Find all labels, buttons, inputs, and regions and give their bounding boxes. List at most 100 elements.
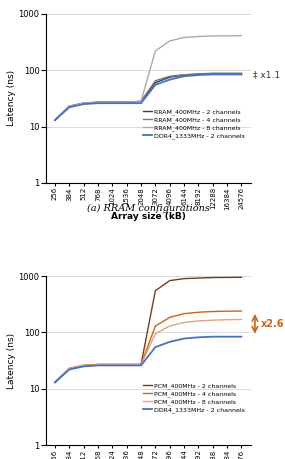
PCM_400MHz - 2 channels [125,362,128,367]
DDR4_1333MHz - 2 channels [154,344,157,350]
PCM_400MHz - 2 channels [211,275,215,280]
DDR4_1333MHz - 2 channels [53,380,57,385]
PCM_400MHz - 8 channels [182,320,186,325]
DDR4_1333MHz - 2 channels [225,72,229,77]
DDR4_1333MHz - 2 channels [197,72,200,78]
DDR4_1333MHz - 2 channels [53,118,57,123]
DDR4_1333MHz - 2 channels [197,335,200,340]
RRAM_400MHz - 8 channels [211,33,215,39]
DDR4_1333MHz - 2 channels [240,72,243,77]
RRAM_400MHz - 2 channels [125,100,128,105]
DDR4_1333MHz - 2 channels [139,363,143,368]
PCM_400MHz - 8 channels [96,362,100,367]
PCM_400MHz - 8 channels [111,362,114,367]
RRAM_400MHz - 4 channels [225,71,229,76]
RRAM_400MHz - 8 channels [125,100,128,105]
RRAM_400MHz - 2 channels [240,71,243,76]
RRAM_400MHz - 2 channels [211,71,215,76]
RRAM_400MHz - 4 channels [96,100,100,105]
DDR4_1333MHz - 2 channels [240,334,243,340]
X-axis label: Array size (kB): Array size (kB) [111,213,186,221]
DDR4_1333MHz - 2 channels [111,363,114,368]
RRAM_400MHz - 2 channels [82,101,85,106]
PCM_400MHz - 4 channels [168,314,172,320]
DDR4_1333MHz - 2 channels [96,101,100,106]
RRAM_400MHz - 2 channels [96,100,100,105]
RRAM_400MHz - 4 channels [111,100,114,105]
DDR4_1333MHz - 2 channels [125,101,128,106]
Text: (a) RRAM configurations: (a) RRAM configurations [87,204,210,213]
Legend: PCM_400MHz - 2 channels, PCM_400MHz - 4 channels, PCM_400MHz - 8 channels, DDR4_: PCM_400MHz - 2 channels, PCM_400MHz - 4 … [141,381,248,415]
Legend: RRAM_400MHz - 2 channels, RRAM_400MHz - 4 channels, RRAM_400MHz - 8 channels, DD: RRAM_400MHz - 2 channels, RRAM_400MHz - … [141,106,248,141]
DDR4_1333MHz - 2 channels [168,77,172,82]
RRAM_400MHz - 2 channels [111,100,114,105]
RRAM_400MHz - 8 channels [168,38,172,44]
RRAM_400MHz - 8 channels [154,48,157,54]
PCM_400MHz - 8 channels [197,318,200,324]
Line: DDR4_1333MHz - 2 channels: DDR4_1333MHz - 2 channels [55,337,241,382]
PCM_400MHz - 8 channels [68,366,71,371]
RRAM_400MHz - 2 channels [197,72,200,77]
RRAM_400MHz - 2 channels [53,118,57,123]
PCM_400MHz - 4 channels [53,380,57,385]
DDR4_1333MHz - 2 channels [96,363,100,368]
PCM_400MHz - 8 channels [168,323,172,329]
PCM_400MHz - 2 channels [154,288,157,293]
PCM_400MHz - 2 channels [225,274,229,280]
DDR4_1333MHz - 2 channels [154,82,157,88]
Text: x2.6: x2.6 [261,319,284,329]
PCM_400MHz - 4 channels [111,362,114,367]
PCM_400MHz - 4 channels [68,366,71,371]
PCM_400MHz - 2 channels [182,276,186,281]
PCM_400MHz - 8 channels [82,363,85,368]
PCM_400MHz - 4 channels [225,308,229,314]
Line: RRAM_400MHz - 4 channels: RRAM_400MHz - 4 channels [55,73,241,120]
DDR4_1333MHz - 2 channels [182,336,186,341]
PCM_400MHz - 2 channels [139,362,143,367]
PCM_400MHz - 4 channels [82,363,85,368]
RRAM_400MHz - 2 channels [182,72,186,78]
RRAM_400MHz - 2 channels [225,71,229,76]
RRAM_400MHz - 8 channels [68,103,71,109]
RRAM_400MHz - 8 channels [111,100,114,105]
PCM_400MHz - 4 channels [125,362,128,367]
DDR4_1333MHz - 2 channels [225,334,229,340]
DDR4_1333MHz - 2 channels [111,101,114,106]
PCM_400MHz - 8 channels [225,317,229,323]
PCM_400MHz - 8 channels [240,317,243,322]
RRAM_400MHz - 4 channels [182,72,186,78]
PCM_400MHz - 8 channels [125,362,128,367]
Line: PCM_400MHz - 2 channels: PCM_400MHz - 2 channels [55,277,241,382]
Line: RRAM_400MHz - 2 channels: RRAM_400MHz - 2 channels [55,73,241,120]
RRAM_400MHz - 8 channels [82,101,85,106]
RRAM_400MHz - 4 channels [139,99,143,104]
DDR4_1333MHz - 2 channels [82,101,85,107]
RRAM_400MHz - 4 channels [154,78,157,84]
PCM_400MHz - 2 channels [197,275,200,281]
PCM_400MHz - 2 channels [240,274,243,280]
PCM_400MHz - 2 channels [96,362,100,367]
Line: PCM_400MHz - 8 channels: PCM_400MHz - 8 channels [55,319,241,382]
DDR4_1333MHz - 2 channels [68,105,71,110]
RRAM_400MHz - 4 channels [68,103,71,109]
PCM_400MHz - 4 channels [182,311,186,316]
PCM_400MHz - 2 channels [111,362,114,367]
DDR4_1333MHz - 2 channels [211,334,215,340]
Line: PCM_400MHz - 4 channels: PCM_400MHz - 4 channels [55,311,241,382]
DDR4_1333MHz - 2 channels [211,72,215,77]
PCM_400MHz - 8 channels [211,318,215,323]
PCM_400MHz - 8 channels [139,362,143,367]
RRAM_400MHz - 4 channels [168,73,172,79]
PCM_400MHz - 4 channels [197,309,200,315]
Y-axis label: Latency (ns): Latency (ns) [7,333,16,389]
RRAM_400MHz - 8 channels [139,99,143,104]
RRAM_400MHz - 8 channels [96,100,100,105]
Line: DDR4_1333MHz - 2 channels: DDR4_1333MHz - 2 channels [55,74,241,120]
DDR4_1333MHz - 2 channels [182,73,186,79]
RRAM_400MHz - 2 channels [154,80,157,85]
DDR4_1333MHz - 2 channels [168,339,172,345]
RRAM_400MHz - 4 channels [240,71,243,76]
PCM_400MHz - 2 channels [68,366,71,371]
DDR4_1333MHz - 2 channels [139,101,143,106]
RRAM_400MHz - 2 channels [168,74,172,80]
